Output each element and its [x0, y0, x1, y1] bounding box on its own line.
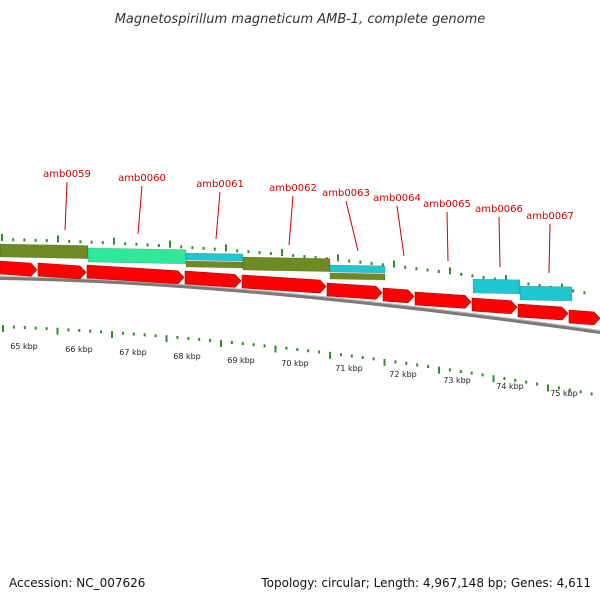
- kbp-label: 72 kbp: [389, 370, 417, 379]
- backbone-highlight: [0, 276, 600, 331]
- gene-label: amb0067: [526, 211, 574, 222]
- gene-label: amb0059: [43, 169, 91, 180]
- cds-arrow: [517, 303, 569, 321]
- gene-label-line: [137, 185, 143, 235]
- inner-tick-track: [2, 325, 593, 396]
- cds-arrow: [0, 260, 38, 277]
- feature-bar: [472, 278, 521, 295]
- kbp-label: 66 kbp: [65, 345, 93, 354]
- cds-arrow: [241, 274, 327, 294]
- kbp-scale-labels: 65 kbp 66 kbp 67 kbp 68 kbp 69 kbp 70 kbp 71 k…: [10, 342, 578, 398]
- map-title: Magnetospirillum magneticum AMB-1, compl…: [115, 12, 486, 27]
- kbp-label: 70 kbp: [281, 359, 309, 368]
- feature-bar: [242, 256, 331, 272]
- kbp-label: 71 kbp: [335, 364, 363, 373]
- feature-bar: [0, 243, 89, 259]
- kbp-label: 73 kbp: [443, 376, 471, 385]
- gene-label: amb0064: [373, 193, 421, 204]
- cds-arrow: [37, 262, 87, 280]
- gene-label: amb0065: [423, 199, 471, 210]
- gene-label: amb0062: [269, 183, 317, 194]
- cds-arrow: [568, 309, 600, 326]
- cds-arrow: [184, 270, 242, 288]
- gene-label-lines: [64, 181, 551, 274]
- gene-label-line: [498, 216, 501, 268]
- cds-arrow: [414, 291, 472, 309]
- cds-arrow: [471, 297, 518, 315]
- gene-label-line: [548, 223, 551, 274]
- gene-label-line: [215, 191, 221, 240]
- gene-label-line: [345, 200, 359, 252]
- feature-bar: [329, 272, 386, 281]
- cds-track: [0, 260, 600, 326]
- gene-label: amb0060: [118, 173, 166, 184]
- feature-bar: [87, 247, 187, 265]
- kbp-label: 67 kbp: [119, 348, 147, 357]
- cds-arrow: [382, 287, 415, 304]
- feature-track: [0, 243, 573, 302]
- gene-label: amb0063: [322, 188, 370, 199]
- feature-bar: [185, 260, 244, 269]
- gene-label-line: [64, 181, 68, 231]
- genome-summary: Topology: circular; Length: 4,967,148 bp…: [261, 576, 591, 590]
- feature-bar: [185, 252, 244, 262]
- feature-bar: [519, 285, 573, 302]
- gene-label-line: [446, 211, 449, 262]
- kbp-label: 75 kbp: [550, 389, 578, 398]
- gene-label-line: [396, 205, 405, 257]
- gene-label: amb0061: [196, 179, 244, 190]
- feature-bar: [329, 264, 386, 274]
- gene-label: amb0066: [475, 204, 523, 215]
- gene-label-line: [288, 195, 294, 246]
- cds-arrow: [86, 264, 185, 285]
- kbp-label: 68 kbp: [173, 352, 201, 361]
- accession-label: Accession: NC_007626: [9, 576, 146, 590]
- kbp-label: 74 kbp: [496, 382, 524, 391]
- cds-arrow: [326, 282, 383, 300]
- kbp-label: 69 kbp: [227, 356, 255, 365]
- backbone-ring: [0, 276, 600, 334]
- kbp-label: 65 kbp: [10, 342, 38, 351]
